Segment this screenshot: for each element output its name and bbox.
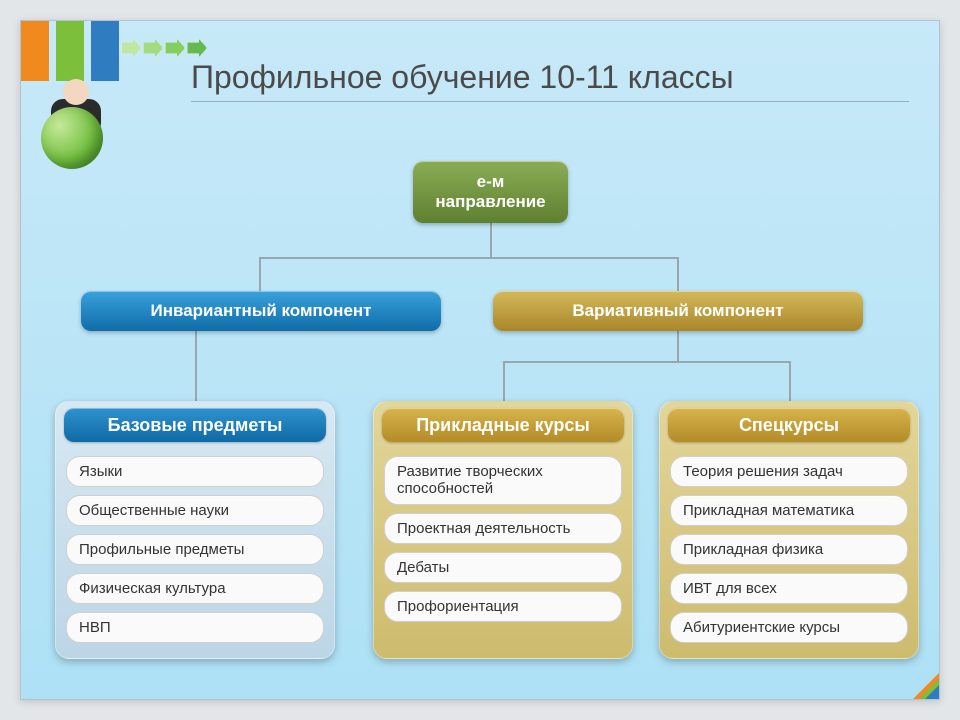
arrow-icon — [121, 39, 141, 57]
panel-special-courses: Спецкурсы Теория решения задач Прикладна… — [659, 401, 919, 659]
title-rule — [191, 101, 909, 102]
connector — [503, 361, 789, 363]
accent-stripe-orange — [21, 21, 49, 81]
connector — [259, 257, 261, 291]
accent-stripe-blue — [91, 21, 119, 81]
connector — [677, 257, 679, 291]
list-item: Языки — [66, 456, 324, 487]
arrow-icon — [187, 39, 207, 57]
connector — [677, 331, 679, 361]
list-item: Профильные предметы — [66, 534, 324, 565]
panel-base-subjects: Базовые предметы Языки Общественные наук… — [55, 401, 335, 659]
list-item: Прикладная математика — [670, 495, 908, 526]
arrow-icon — [143, 39, 163, 57]
list-item: Профориентация — [384, 591, 622, 622]
list-item: Прикладная физика — [670, 534, 908, 565]
org-chart: е-м направление Инвариантный компонент В… — [41, 151, 899, 679]
panel-header: Спецкурсы — [668, 408, 910, 442]
panel-header: Базовые предметы — [64, 408, 326, 442]
arrow-icon — [165, 39, 185, 57]
list-item: Дебаты — [384, 552, 622, 583]
arrow-row-icon — [121, 39, 207, 57]
list-item: Теория решения задач — [670, 456, 908, 487]
slide-frame: Профильное обучение 10-11 классы е-м нап… — [20, 20, 940, 700]
list-item: Общественные науки — [66, 495, 324, 526]
corner-accent-icon — [913, 673, 939, 699]
list-item: НВП — [66, 612, 324, 643]
connector — [490, 223, 492, 257]
invariant-node: Инвариантный компонент — [81, 291, 441, 331]
variative-node: Вариативный компонент — [493, 291, 863, 331]
accent-stripe-green — [56, 21, 84, 81]
root-node: е-м направление — [413, 161, 568, 223]
slide-title: Профильное обучение 10-11 классы — [191, 59, 734, 96]
list-item: Проектная деятельность — [384, 513, 622, 544]
connector — [503, 361, 505, 401]
connector — [789, 361, 791, 401]
panel-header: Прикладные курсы — [382, 408, 624, 442]
panel-applied-courses: Прикладные курсы Развитие творческих спо… — [373, 401, 633, 659]
connector — [195, 331, 197, 401]
list-item: Развитие творческих способностей — [384, 456, 622, 505]
list-item: Физическая культура — [66, 573, 324, 604]
list-item: ИВТ для всех — [670, 573, 908, 604]
list-item: Абитуриентские курсы — [670, 612, 908, 643]
connector — [259, 257, 679, 259]
